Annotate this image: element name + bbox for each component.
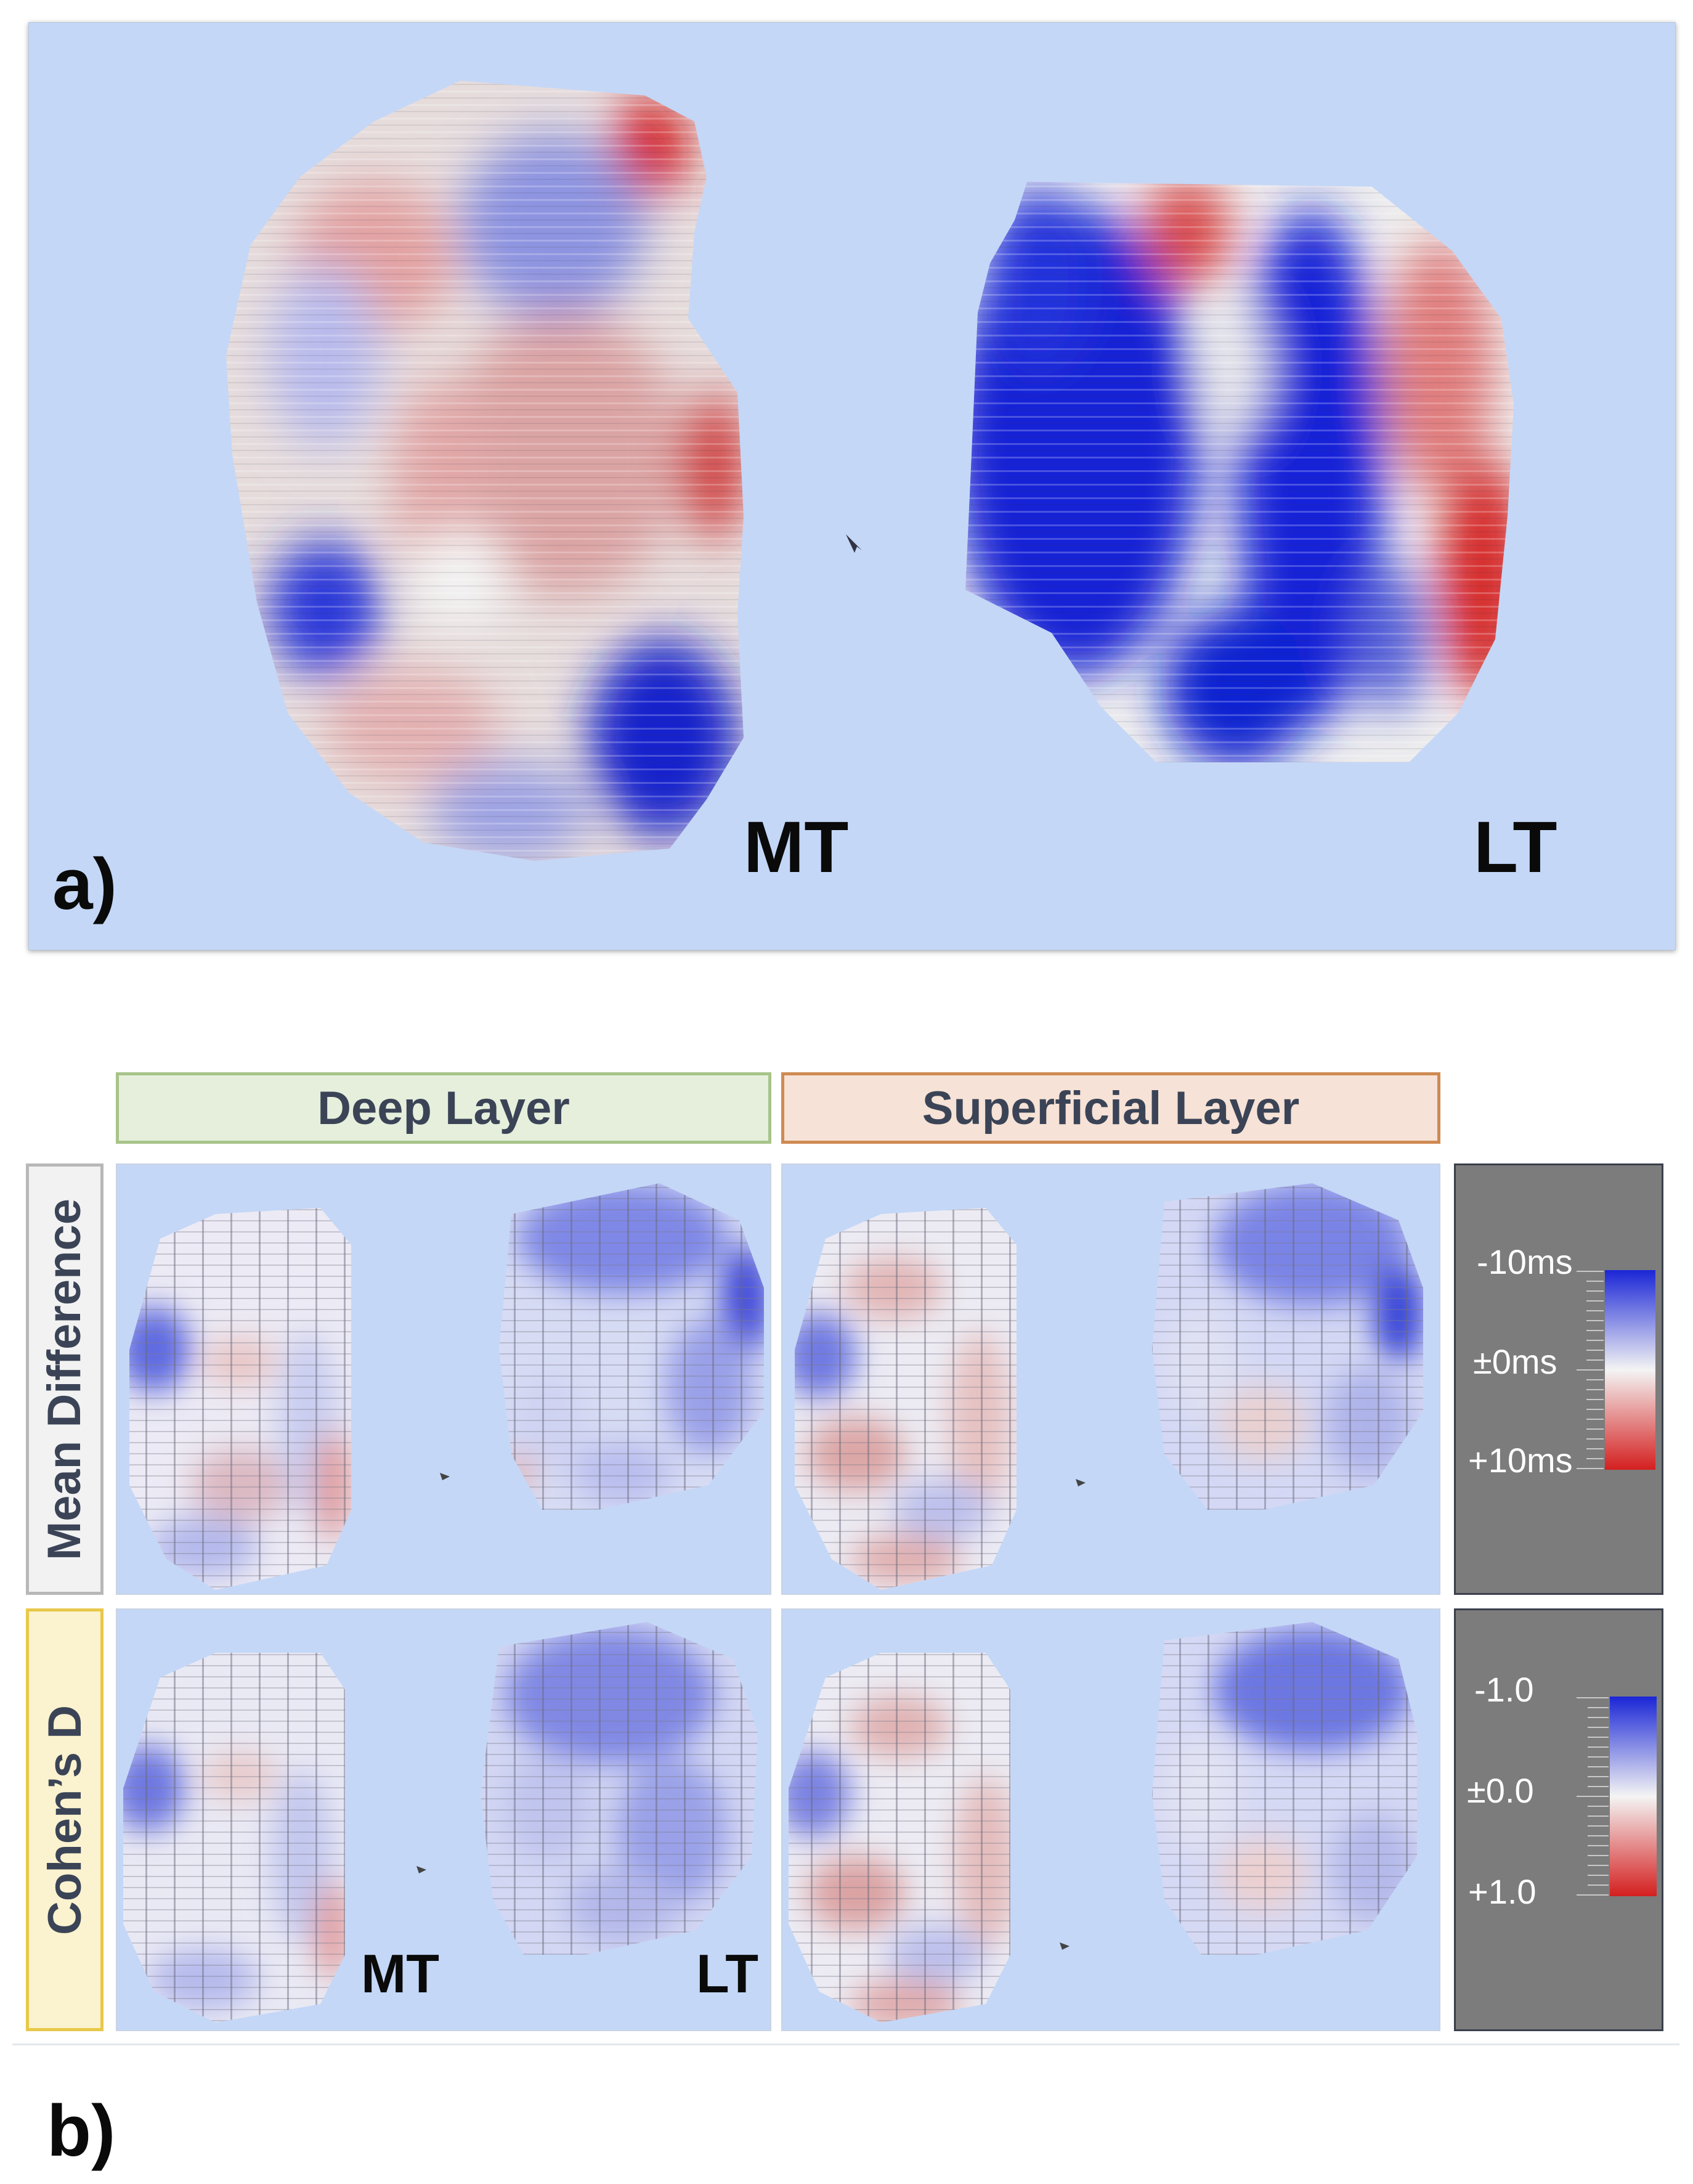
mt-surface-map: [226, 81, 744, 861]
panel-a-figure: MT LT a): [28, 22, 1676, 950]
row-header-cohens-d: Cohen’s D: [26, 1608, 104, 2031]
lt-surface-map: [965, 182, 1514, 762]
map-cell-mean-deep: [116, 1163, 771, 1595]
cursor-icon: [416, 1866, 426, 1873]
row-header-mean-text: Mean Difference: [38, 1198, 91, 1560]
legend-cohens-d: -1.0 ±0.0 +1.0: [1454, 1608, 1663, 2031]
legend-cohens-tick-top: -1.0: [1474, 1670, 1534, 1709]
map-mean-superficial: [795, 1183, 1423, 1590]
cursor-icon: [1076, 1479, 1086, 1486]
cursor-icon: [846, 534, 862, 553]
legend-mean-tick-top: -10ms: [1477, 1242, 1573, 1281]
legend-mean-tick-mid: ±0ms: [1473, 1342, 1557, 1381]
region-label-mt-b: MT: [361, 1943, 440, 2004]
legend-cohens-tick-mid: ±0.0: [1467, 1771, 1534, 1810]
map-cell-mean-superficial: [781, 1163, 1440, 1595]
column-header-deep-layer: Deep Layer: [116, 1072, 771, 1144]
panel-a-label: a): [52, 844, 117, 925]
region-label-lt-b: LT: [696, 1943, 758, 2004]
column-header-deep-text: Deep Layer: [317, 1082, 570, 1135]
cursor-icon: [440, 1473, 450, 1480]
panel-b-separator: [12, 2043, 1679, 2045]
row-header-mean-difference: Mean Difference: [26, 1163, 104, 1595]
column-header-superficial-text: Superficial Layer: [922, 1082, 1300, 1135]
row-header-cohens-text: Cohen’s D: [38, 1705, 91, 1935]
region-label-lt: LT: [1474, 807, 1557, 888]
region-label-mt: MT: [744, 807, 849, 888]
legend-cohens-colorbar: [1577, 1697, 1657, 1896]
legend-mean-colorbar: [1577, 1270, 1655, 1470]
column-header-superficial-layer: Superficial Layer: [781, 1072, 1440, 1144]
map-cohens-deep: [123, 1622, 758, 2023]
map-cell-cohens-deep: MT LT: [116, 1608, 771, 2031]
panel-b-label: b): [47, 2090, 116, 2172]
cursor-icon: [1060, 1942, 1070, 1950]
legend-mean-difference: -10ms ±0ms +10ms: [1454, 1163, 1663, 1595]
map-cohens-superficial: [789, 1622, 1417, 2023]
map-cell-cohens-superficial: [781, 1608, 1440, 2031]
panel-b-figure: Deep Layer Superficial Layer Mean Differ…: [0, 1048, 1693, 2184]
legend-cohens-tick-bottom: +1.0: [1468, 1872, 1537, 1911]
legend-mean-tick-bottom: +10ms: [1468, 1441, 1573, 1480]
map-mean-deep: [129, 1183, 764, 1590]
panel-a-surface-maps: [226, 81, 1514, 861]
